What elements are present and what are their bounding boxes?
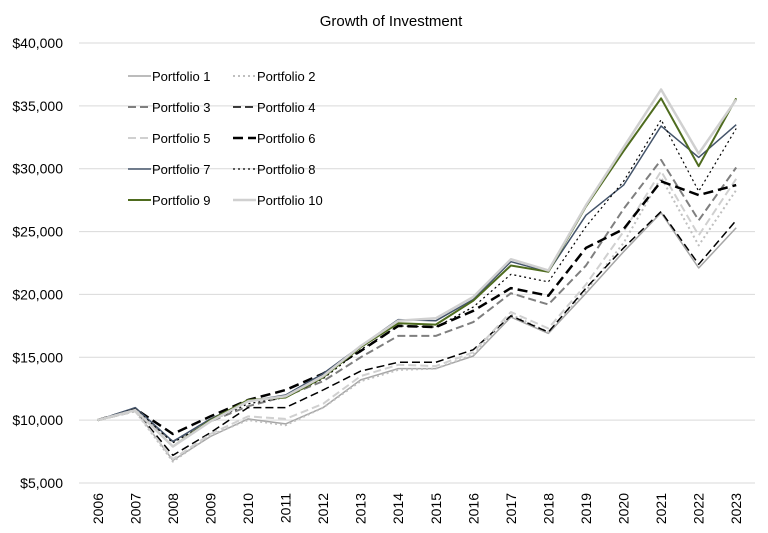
x-tick-label: 2011 <box>278 493 294 523</box>
series-line-portfolio-9 <box>97 97 738 448</box>
legend-label-portfolio-2: Portfolio 2 <box>257 69 316 84</box>
legend-label-portfolio-6: Portfolio 6 <box>257 131 316 146</box>
x-tick-label: 2019 <box>578 493 594 524</box>
y-tick-label: $40,000 <box>12 35 63 51</box>
y-tick-label: $15,000 <box>12 349 63 365</box>
y-tick-label: $25,000 <box>12 224 63 240</box>
series-line-portfolio-2 <box>97 176 738 463</box>
x-tick-label: 2007 <box>127 493 143 524</box>
legend-label-portfolio-10: Portfolio 10 <box>257 193 323 208</box>
x-tick-label: 2013 <box>353 493 369 524</box>
x-tick-label: 2023 <box>728 493 744 524</box>
x-axis-tick-labels: 2006 2007 2008 2009 2010 2011 2012 2013 2014 2015… <box>90 493 744 524</box>
gridlines <box>79 42 755 484</box>
series-line-portfolio-6 <box>97 180 737 436</box>
legend-label-portfolio-7: Portfolio 7 <box>152 162 211 177</box>
x-tick-label: 2022 <box>691 493 707 524</box>
legend-label-portfolio-9: Portfolio 9 <box>152 193 211 208</box>
x-tick-label: 2016 <box>465 493 481 524</box>
legend-label-portfolio-8: Portfolio 8 <box>257 162 316 177</box>
legend: Portfolio 1 Portfolio 2 Portfolio 3 Portfol… <box>128 69 323 208</box>
x-tick-label: 2017 <box>503 493 519 524</box>
legend-label-portfolio-3: Portfolio 3 <box>152 100 211 115</box>
y-tick-label: $5,000 <box>20 475 63 491</box>
series-line-portfolio-4 <box>97 210 737 457</box>
x-tick-label: 2006 <box>90 493 106 524</box>
y-tick-label: $30,000 <box>12 161 63 177</box>
series-line-portfolio-10 <box>97 88 738 448</box>
x-tick-label: 2012 <box>315 493 331 524</box>
x-tick-label: 2015 <box>428 493 444 524</box>
x-tick-label: 2008 <box>165 493 181 524</box>
x-tick-label: 2009 <box>202 493 218 524</box>
x-tick-label: 2020 <box>616 493 632 524</box>
x-tick-label: 2018 <box>540 493 556 524</box>
x-tick-label: 2014 <box>390 493 406 524</box>
y-tick-label: $20,000 <box>12 286 63 302</box>
y-tick-label: $10,000 <box>12 412 63 428</box>
series-line-portfolio-5 <box>97 170 738 461</box>
x-tick-label: 2010 <box>240 493 256 524</box>
series-lines <box>97 88 738 463</box>
y-axis-tick-labels: $5,000 $10,000 $15,000 $20,000 $25,000 $30,00… <box>12 35 63 491</box>
x-tick-label: 2021 <box>653 493 669 524</box>
legend-label-portfolio-1: Portfolio 1 <box>152 69 211 84</box>
chart-title: Growth of Investment <box>320 13 463 30</box>
legend-label-portfolio-4: Portfolio 4 <box>257 100 316 115</box>
y-tick-label: $35,000 <box>12 98 63 114</box>
legend-label-portfolio-5: Portfolio 5 <box>152 131 211 146</box>
